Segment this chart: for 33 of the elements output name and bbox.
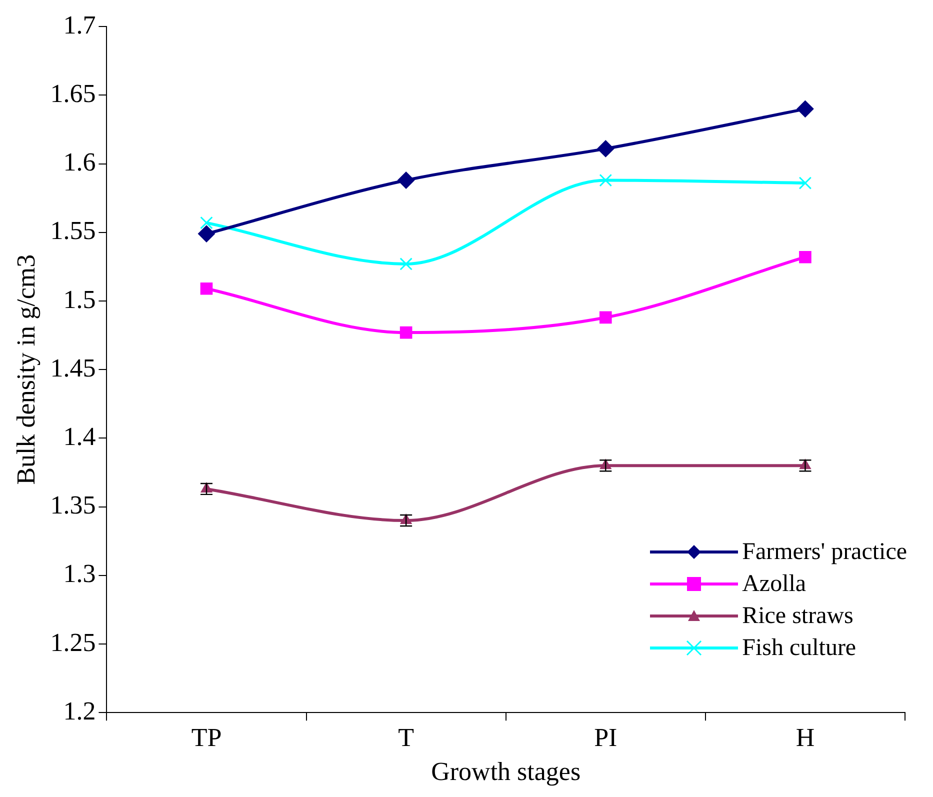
y-tick-label: 1.6 (63, 148, 96, 177)
y-tick-label: 1.5 (63, 284, 96, 314)
x-tick-label: TP (191, 723, 222, 752)
point (200, 282, 213, 295)
y-tick-label: 1.25 (50, 628, 96, 657)
point (599, 311, 612, 324)
legend-label: Fish culture (742, 634, 856, 662)
point (799, 250, 812, 264)
point (400, 258, 412, 270)
point (400, 326, 412, 339)
point (798, 176, 812, 190)
legend-label: Farmers' practice (742, 538, 907, 566)
point (796, 100, 814, 118)
y-tick-label: 1.65 (50, 79, 96, 108)
legend-label: Azolla (742, 570, 806, 598)
x-axis-title: Growth stages (431, 757, 581, 786)
y-tick-label: 1.3 (63, 559, 96, 588)
point (198, 225, 215, 242)
y-tick-label: 1.7 (63, 10, 96, 40)
y-tick-label: 1.2 (63, 696, 96, 726)
x-tick-label: T (398, 723, 414, 752)
legend-label: Rice straws (742, 602, 854, 630)
x-tick-label: H (796, 723, 815, 752)
point (597, 140, 614, 158)
point (398, 172, 415, 189)
x-tick-label: PI (594, 723, 618, 752)
point (200, 216, 213, 230)
y-tick-label: 1.4 (63, 422, 96, 452)
y-tick-label: 1.35 (50, 490, 96, 520)
y-axis-title: Bulk density in g/cm3 (11, 254, 40, 485)
y-tick-label: 1.45 (50, 353, 96, 382)
point (599, 174, 612, 187)
y-tick-label: 1.55 (50, 216, 96, 246)
